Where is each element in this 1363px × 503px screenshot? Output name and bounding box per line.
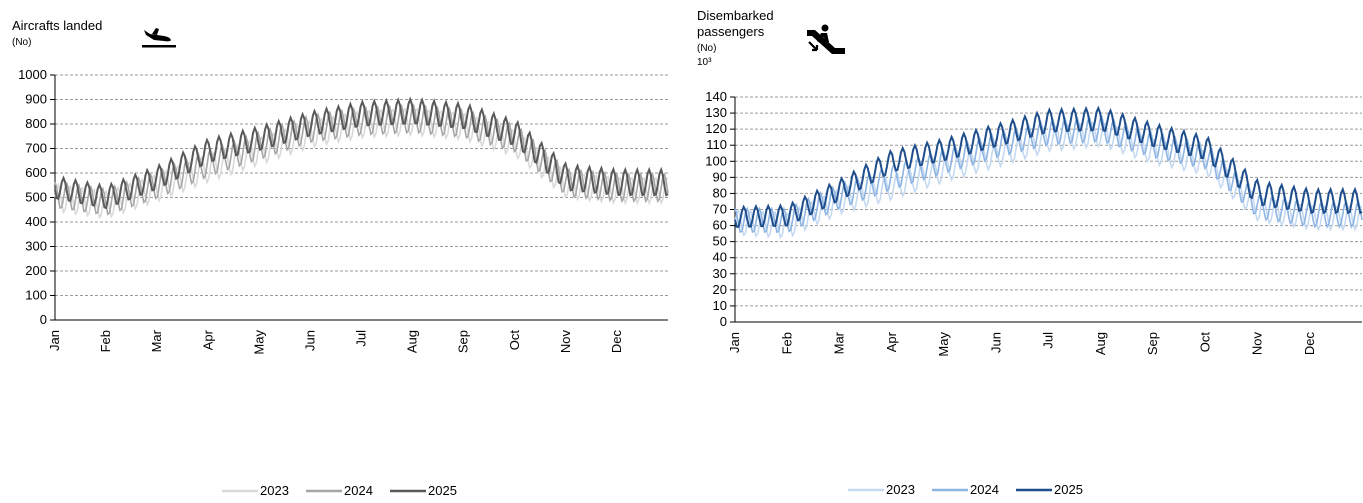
x-tick-label: May xyxy=(936,332,951,357)
x-tick-label: Mar xyxy=(149,329,164,352)
y-tick-label: 140 xyxy=(705,89,727,104)
x-tick-label: Sep xyxy=(456,330,471,353)
y-tick-label: 10 xyxy=(713,298,727,313)
y-tick-label: 1000 xyxy=(18,67,47,82)
x-tick-label: Apr xyxy=(200,329,215,350)
y-tick-label: 500 xyxy=(25,190,47,205)
series-line-2025 xyxy=(734,105,1363,228)
y-tick-label: 0 xyxy=(40,312,47,327)
y-tick-label: 100 xyxy=(705,153,727,168)
x-tick-label: Feb xyxy=(779,332,794,354)
legend-label: 2025 xyxy=(428,483,457,498)
y-tick-label: 20 xyxy=(713,282,727,297)
plane-landing-icon xyxy=(142,28,176,48)
x-tick-label: Jul xyxy=(354,330,369,347)
x-tick-label: Dec xyxy=(609,330,624,354)
y-tick-label: 900 xyxy=(25,92,47,107)
y-tick-label: 110 xyxy=(706,137,727,152)
series-line-2024 xyxy=(734,114,1363,234)
legend-label: 2023 xyxy=(260,483,289,498)
x-tick-label: Nov xyxy=(558,330,573,354)
chart-scale: 10³ xyxy=(697,57,712,68)
y-tick-label: 40 xyxy=(713,250,727,265)
aircrafts-landed-plot: 0 100 200 300 400 500 600 700 800 900 1000 Jan Feb Ma… xyxy=(18,67,669,498)
x-tick-label: Oct xyxy=(1197,332,1212,353)
chart-title: Aircrafts landed xyxy=(12,18,103,33)
y-tick-label: 90 xyxy=(713,169,727,184)
x-tick-label: Mar xyxy=(832,331,847,354)
y-tick-label: 70 xyxy=(713,202,727,217)
legend-label: 2024 xyxy=(344,483,373,498)
legend-label: 2023 xyxy=(886,482,915,497)
chart-title-line-2: passengers xyxy=(697,24,765,39)
escalator-down-icon xyxy=(807,24,845,54)
y-tick-label: 300 xyxy=(25,239,47,254)
y-tick-label: 200 xyxy=(25,263,47,278)
y-tick-label: 30 xyxy=(713,266,727,281)
y-tick-label: 700 xyxy=(25,141,47,156)
series-line-2024 xyxy=(54,103,669,216)
y-tick-label: 0 xyxy=(720,314,727,329)
legend-label: 2025 xyxy=(1054,482,1083,497)
x-tick-label: Jan xyxy=(47,330,62,351)
aircrafts-landed-chart: Aircrafts landed (No) 0 100 200 300 400 500 60… xyxy=(0,0,680,503)
x-tick-label: Aug xyxy=(1093,332,1108,355)
y-tick-label: 50 xyxy=(713,234,727,249)
y-tick-label: 130 xyxy=(705,105,727,120)
x-tick-label: Jul xyxy=(1041,332,1056,349)
x-tick-label: Sep xyxy=(1145,332,1160,355)
chart-unit: (No) xyxy=(697,43,717,54)
disembarked-passengers-chart: Disembarked passengers (No) 10³ 0 10 20 30 4… xyxy=(680,0,1363,503)
x-tick-label: Apr xyxy=(884,331,899,352)
chart-unit: (No) xyxy=(12,37,32,48)
x-tick-label: Jun xyxy=(302,330,317,351)
x-tick-label: Nov xyxy=(1250,332,1265,356)
y-tick-label: 80 xyxy=(713,185,727,200)
series-line-2025 xyxy=(54,96,669,210)
y-tick-label: 60 xyxy=(713,218,727,233)
x-tick-label: Oct xyxy=(507,330,522,351)
x-tick-label: May xyxy=(251,330,266,355)
legend-label: 2024 xyxy=(970,482,999,497)
y-tick-label: 800 xyxy=(25,116,47,131)
y-tick-label: 100 xyxy=(25,288,47,303)
x-tick-label: Dec xyxy=(1302,332,1317,356)
x-tick-label: Jun xyxy=(988,332,1003,353)
y-tick-label: 400 xyxy=(25,214,47,229)
x-tick-label: Feb xyxy=(98,330,113,352)
y-tick-label: 600 xyxy=(25,165,47,180)
chart-title-line-1: Disembarked xyxy=(697,8,774,23)
x-tick-label: Jan xyxy=(727,332,742,353)
y-tick-label: 120 xyxy=(705,121,727,136)
series-line-2023 xyxy=(54,107,669,220)
x-tick-label: Aug xyxy=(405,330,420,353)
